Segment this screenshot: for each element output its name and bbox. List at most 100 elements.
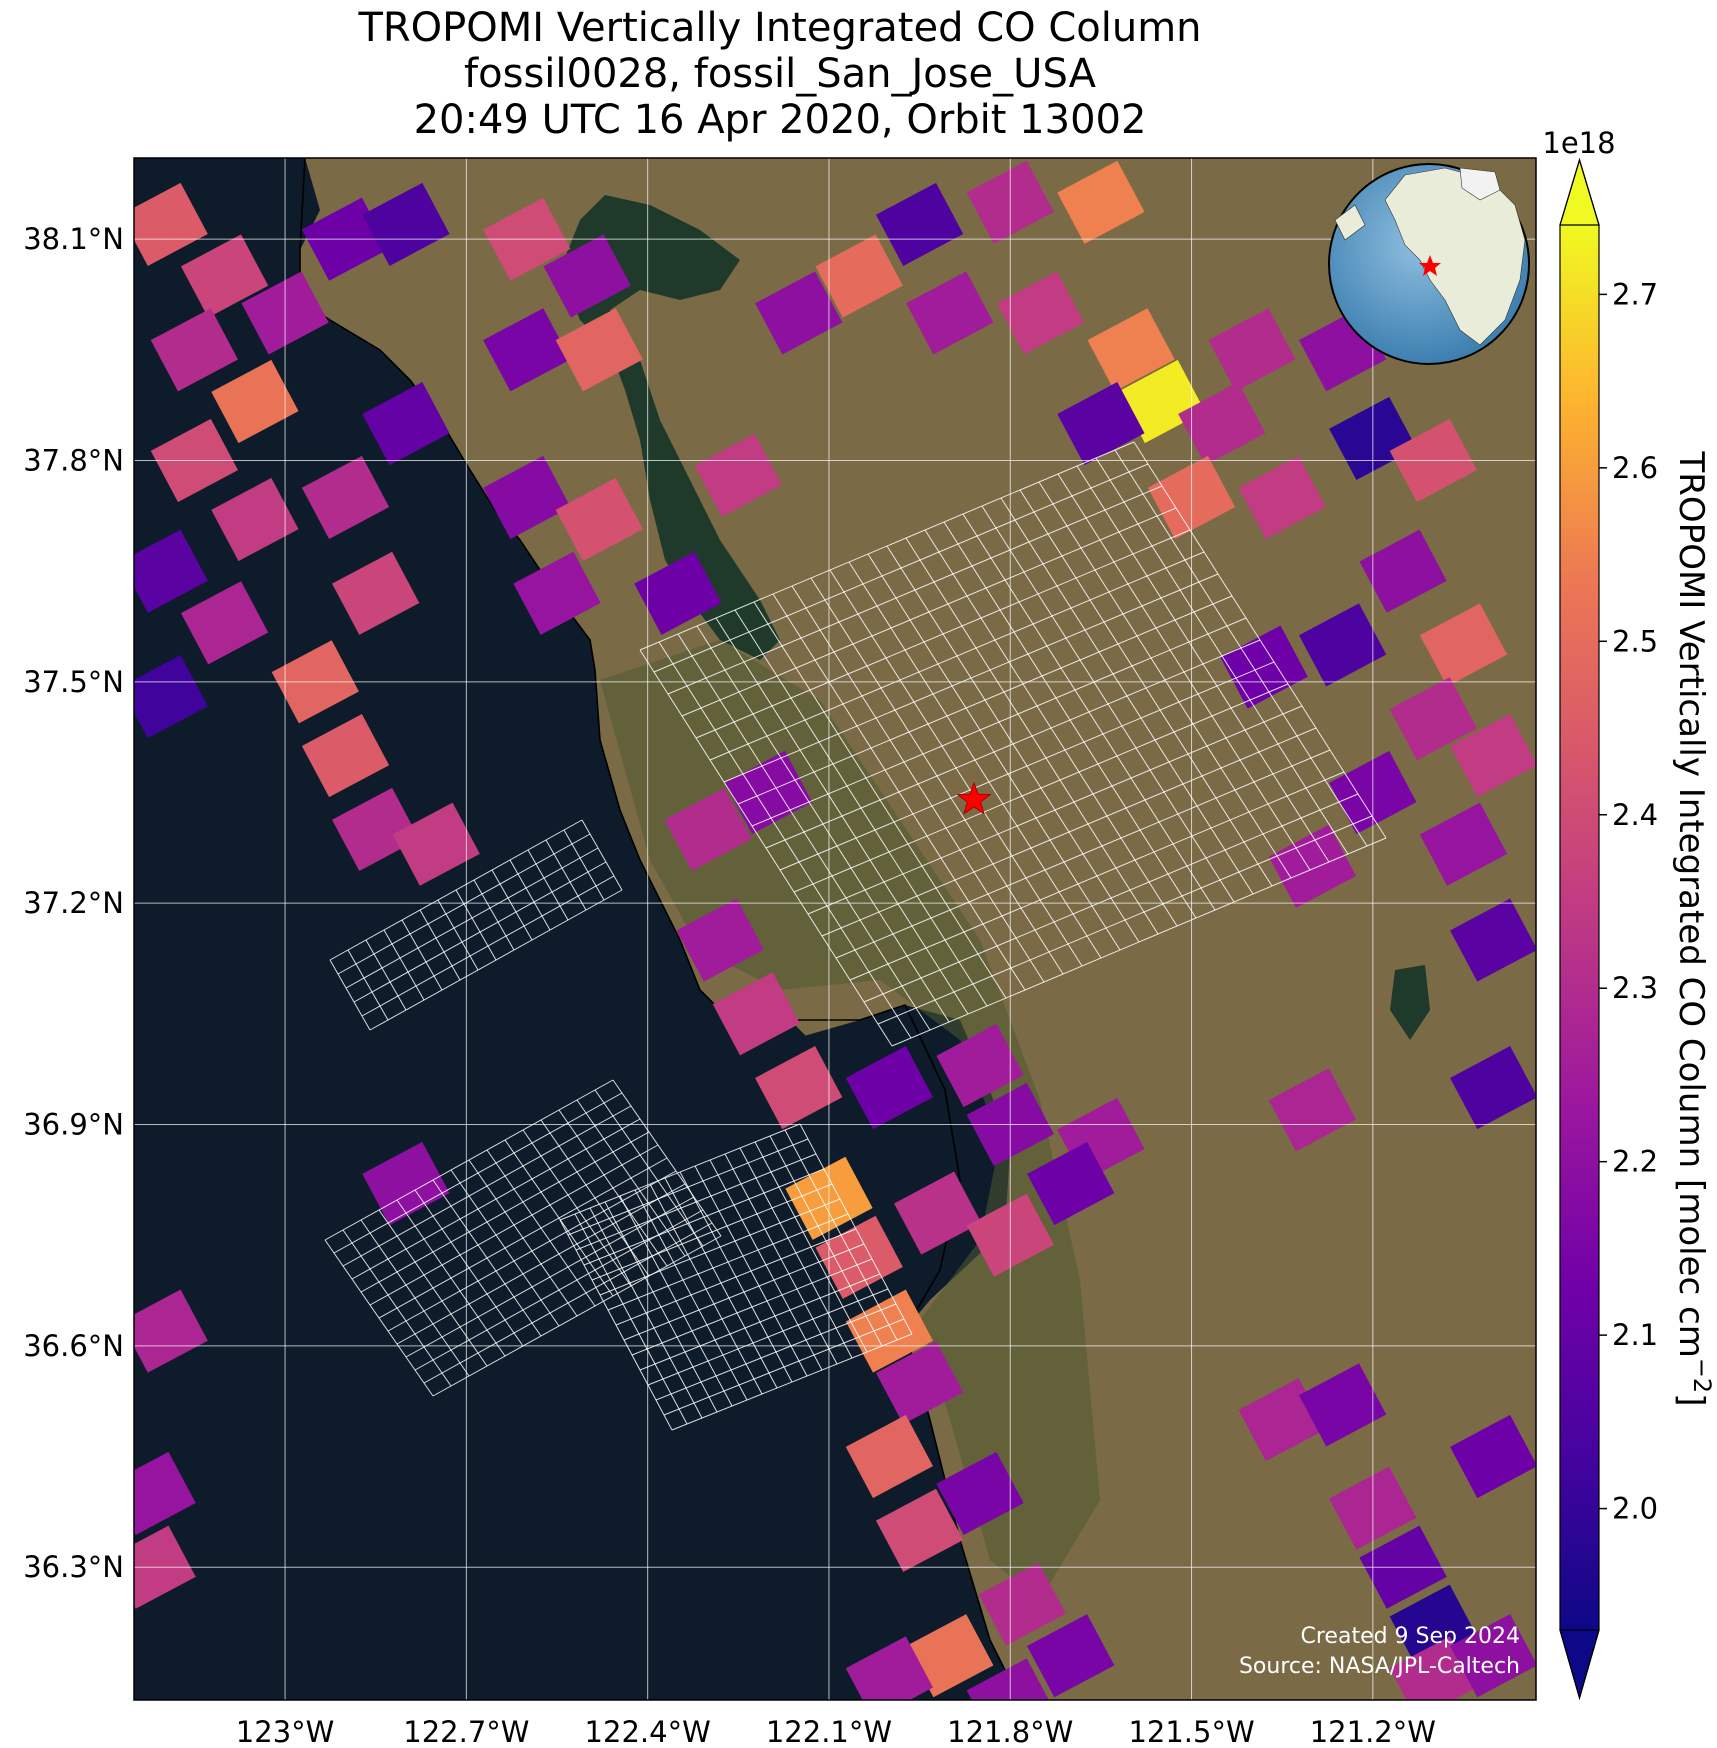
globe-target-star xyxy=(1419,255,1441,276)
co-pixel xyxy=(1450,1414,1536,1499)
source-note: Source: NASA/JPL-Caltech xyxy=(1239,1654,1520,1679)
co-pixel xyxy=(1298,1363,1387,1447)
latitude-tick-labels: 38.1°N 37.8°N 37.5°N 37.2°N 36.9°N 36.6°N 36.3… xyxy=(23,222,124,1584)
footprint-line xyxy=(567,1138,809,1236)
footprint-line xyxy=(387,1170,677,1332)
co-pixel xyxy=(712,972,801,1056)
footprint-line xyxy=(615,1228,857,1326)
footprint-line xyxy=(639,441,1135,651)
co-pixel xyxy=(211,359,299,444)
footprint-line xyxy=(599,1198,841,1296)
globe-continent xyxy=(1384,167,1526,346)
footprint-line xyxy=(849,771,1345,981)
co-pixel xyxy=(513,551,601,635)
footprint-line xyxy=(509,859,551,931)
vegetation-area xyxy=(600,640,1100,1600)
footprint-line xyxy=(455,889,497,961)
co-pixel xyxy=(634,551,722,635)
co-pixel xyxy=(1057,160,1145,244)
longitude-tick-label: 123°W xyxy=(236,1715,335,1748)
latitude-tick-label: 37.2°N xyxy=(23,886,124,920)
colorbar-max-arrow xyxy=(1559,157,1600,226)
colorbar-tick-label: 2.4 xyxy=(1612,798,1658,832)
footprint-line xyxy=(337,833,591,975)
footprint-line xyxy=(365,939,407,1011)
co-pixel xyxy=(906,1614,994,1698)
co-pixel xyxy=(1298,603,1387,687)
gridlines xyxy=(134,158,1536,1700)
inset-globe xyxy=(1328,163,1530,365)
longitude-tick-label: 121.8°W xyxy=(947,1715,1073,1748)
footprint-line xyxy=(623,1243,865,1341)
footprint-line xyxy=(419,909,461,981)
footprint-grid xyxy=(329,819,623,1031)
footprint-line xyxy=(663,1318,905,1416)
footprint-grid xyxy=(639,441,1387,1047)
co-pixel xyxy=(815,234,903,318)
footprint-line xyxy=(378,1157,668,1319)
colorbar-label: TROPOMI Vertically Integrated CO Column … xyxy=(1671,451,1716,1407)
latitude-tick-label: 38.1°N xyxy=(23,222,124,256)
latitude-tick-label: 36.6°N xyxy=(23,1329,124,1363)
footprint-line xyxy=(765,639,1261,849)
colorbar-tick-label: 2.7 xyxy=(1612,277,1658,311)
latitude-tick-label: 36.9°N xyxy=(23,1108,124,1142)
co-pixel xyxy=(845,1636,934,1700)
colorbar-ticks: 2.0 2.1 2.2 2.3 2.4 2.5 2.6 2.7 xyxy=(1599,277,1658,1526)
co-pixel xyxy=(362,382,450,466)
co-pixel xyxy=(134,1289,208,1373)
longitude-tick-label: 121.5°W xyxy=(1128,1715,1254,1748)
footprint-line xyxy=(333,1092,623,1254)
footprint-line xyxy=(581,819,623,891)
footprint-line xyxy=(583,1168,825,1266)
globe-asia-edge xyxy=(1334,204,1366,241)
longitude-tick-label: 122.4°W xyxy=(585,1715,711,1748)
colorbar-outline xyxy=(1559,157,1600,1701)
co-pixel xyxy=(1087,308,1175,392)
co-pixel xyxy=(134,655,208,739)
footprint-line xyxy=(737,595,1233,805)
map-title-line-1: TROPOMI Vertically Integrated CO Column xyxy=(358,5,1202,51)
co-pixel xyxy=(301,714,390,798)
colorbar-tick-label: 2.6 xyxy=(1612,451,1658,485)
co-pixel xyxy=(1419,603,1508,687)
colorbar-tick-label: 2.0 xyxy=(1612,1492,1658,1526)
co-pixel xyxy=(1027,1614,1115,1698)
colorbar-gradient xyxy=(1560,225,1599,1630)
co-pixel xyxy=(483,455,571,539)
co-pixel xyxy=(845,1414,934,1499)
co-pixel xyxy=(1450,1614,1536,1698)
co-pixel xyxy=(1238,455,1326,539)
footprint-line xyxy=(396,1183,686,1345)
footprint-line xyxy=(347,949,389,1021)
co-pixel xyxy=(180,234,269,318)
footprint-line xyxy=(527,849,569,921)
co-pixel xyxy=(134,1451,196,1535)
co-pixel xyxy=(1450,1046,1536,1130)
coastline xyxy=(299,158,1021,1700)
footprint-grid xyxy=(559,1123,913,1431)
colorbar-tick-label: 2.3 xyxy=(1612,971,1658,1005)
longitude-tick-label: 122.7°W xyxy=(403,1715,529,1748)
co-pixel xyxy=(301,455,390,539)
co-pixel xyxy=(483,308,571,392)
reservoir xyxy=(1390,965,1430,1040)
co-pixel xyxy=(1178,382,1266,466)
co-pixel xyxy=(332,787,420,871)
co-pixel xyxy=(664,787,752,871)
co-pixel xyxy=(1359,529,1447,613)
co-pixel xyxy=(555,477,643,562)
co-pixel xyxy=(978,1562,1066,1646)
footprint-line xyxy=(401,919,443,991)
co-pixel xyxy=(1450,714,1536,798)
co-pixel xyxy=(1268,824,1357,908)
longitude-tick-labels: 123°W 122.7°W 122.4°W 122.1°W 121.8°W 121.5°W… xyxy=(236,1715,1436,1748)
co-pixel xyxy=(875,182,964,266)
footprint-line xyxy=(329,959,371,1031)
latitude-tick-label: 37.8°N xyxy=(23,443,124,477)
footprint-grid xyxy=(324,1079,722,1397)
longitude-tick-label: 122.1°W xyxy=(766,1715,892,1748)
map-frame xyxy=(133,157,1537,1701)
co-pixel xyxy=(211,477,299,562)
footprint-line xyxy=(863,793,1359,1003)
